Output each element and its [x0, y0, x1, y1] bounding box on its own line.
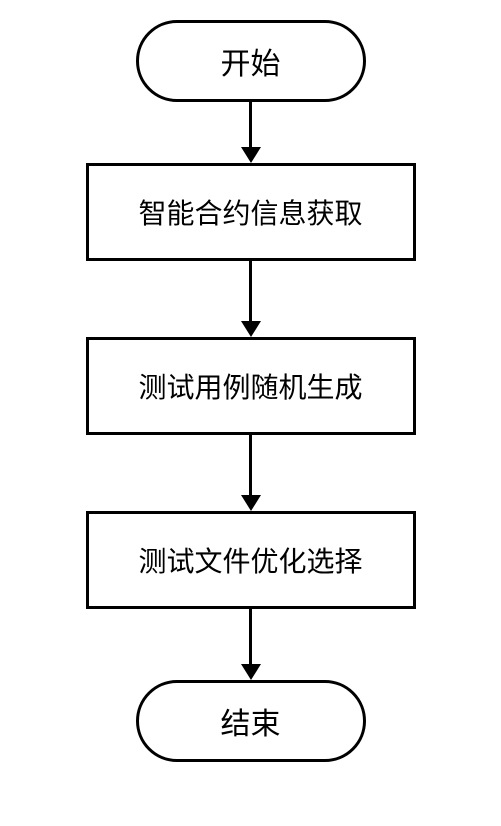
- arrow-3: [241, 435, 261, 511]
- arrow-head: [241, 147, 261, 163]
- start-label: 开始: [221, 39, 281, 83]
- arrow-1: [241, 102, 261, 163]
- step3-node: 测试文件优化选择: [86, 511, 416, 609]
- arrow-4: [241, 609, 261, 680]
- arrow-head: [241, 321, 261, 337]
- arrow-line: [249, 609, 252, 664]
- step1-label: 智能合约信息获取: [138, 192, 362, 232]
- step2-node: 测试用例随机生成: [86, 337, 416, 435]
- arrow-head: [241, 664, 261, 680]
- end-label: 结束: [221, 699, 281, 743]
- arrow-line: [249, 261, 252, 321]
- step1-node: 智能合约信息获取: [86, 163, 416, 261]
- arrow-head: [241, 495, 261, 511]
- step2-label: 测试用例随机生成: [138, 366, 362, 406]
- start-node: 开始: [136, 20, 366, 102]
- arrow-2: [241, 261, 261, 337]
- arrow-line: [249, 435, 252, 495]
- step3-label: 测试文件优化选择: [138, 540, 362, 580]
- arrow-line: [249, 102, 252, 147]
- end-node: 结束: [136, 680, 366, 762]
